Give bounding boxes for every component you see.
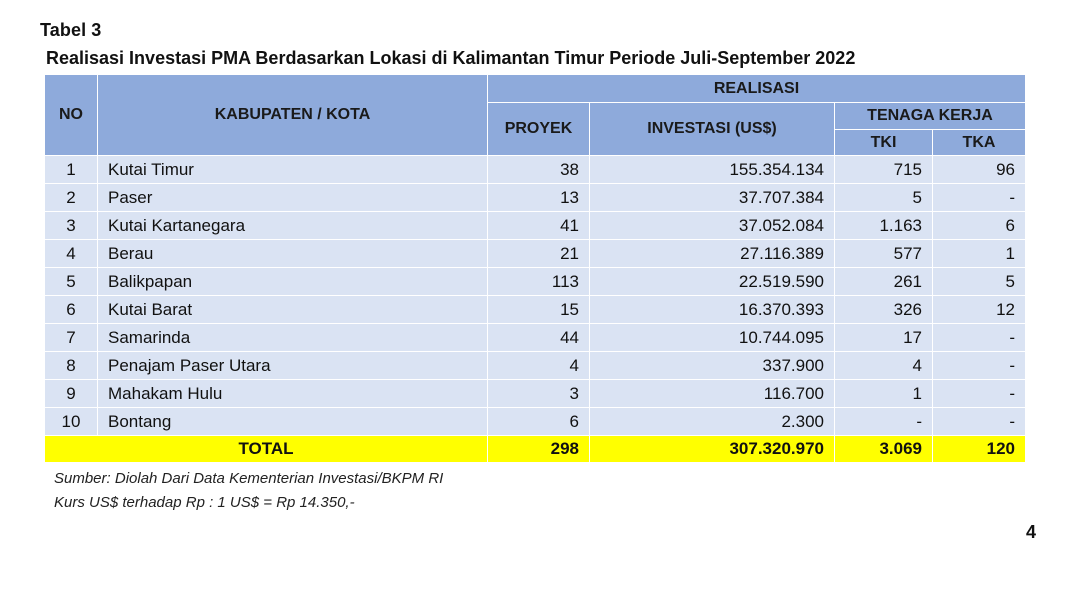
cell-tki: -: [834, 407, 933, 436]
cell-tki: 1: [834, 379, 933, 408]
cell-tka: -: [932, 351, 1026, 380]
table-row: 8 Penajam Paser Utara 4 337.900 4-: [44, 351, 1026, 380]
table-row: 3 Kutai Kartanegara 41 37.052.084 1.163 6: [44, 211, 1026, 240]
cell-region: Kutai Barat: [97, 295, 488, 324]
header-realisasi: REALISASI: [487, 74, 1026, 103]
cell-tka: 6: [932, 211, 1026, 240]
header-proyek: PROYEK: [487, 102, 590, 156]
cell-proyek: 6: [487, 407, 590, 436]
total-proyek: 298: [487, 435, 590, 463]
table-row: 10 Bontang 6 2.300- -: [44, 407, 1026, 436]
table-row: 1 Kutai Timur 38 155.354.134 715 96: [44, 155, 1026, 184]
cell-tka: -: [932, 323, 1026, 352]
cell-tki: 5: [834, 183, 933, 212]
cell-region: Paser: [97, 183, 488, 212]
table-row: 2 Paser 13 37.707.384 5-: [44, 183, 1026, 212]
cell-region: Balikpapan: [97, 267, 488, 296]
cell-investasi: 16.370.393: [589, 295, 835, 324]
total-label: TOTAL: [44, 435, 488, 463]
cell-tki: 577: [834, 239, 933, 268]
cell-investasi: 337.900: [589, 351, 835, 380]
cell-no: 6: [44, 295, 98, 324]
cell-region: Kutai Timur: [97, 155, 488, 184]
cell-region: Samarinda: [97, 323, 488, 352]
cell-investasi: 116.700: [589, 379, 835, 408]
cell-tka: 96: [932, 155, 1026, 184]
cell-region: Berau: [97, 239, 488, 268]
header-investasi: INVESTASI (US$): [589, 102, 835, 156]
table-header: NO KABUPATEN / KOTA REALISASI PROYEK INV…: [44, 74, 1026, 156]
cell-no: 2: [44, 183, 98, 212]
cell-tki: 715: [834, 155, 933, 184]
cell-tki: 326: [834, 295, 933, 324]
header-tka: TKA: [932, 129, 1026, 156]
cell-proyek: 15: [487, 295, 590, 324]
cell-proyek: 21: [487, 239, 590, 268]
cell-proyek: 41: [487, 211, 590, 240]
cell-investasi: 155.354.134: [589, 155, 835, 184]
header-region: KABUPATEN / KOTA: [97, 74, 488, 156]
cell-proyek: 38: [487, 155, 590, 184]
table-row: 7 Samarinda 44 10.744.095 17-: [44, 323, 1026, 352]
header-tenaga-kerja: TENAGA KERJA: [834, 102, 1026, 130]
cell-region: Penajam Paser Utara: [97, 351, 488, 380]
header-no: NO: [44, 74, 98, 156]
cell-investasi: 27.116.389: [589, 239, 835, 268]
table-row: 9 Mahakam Hulu 3 116.700 1-: [44, 379, 1026, 408]
cell-tka: 12: [932, 295, 1026, 324]
cell-investasi: 22.519.590: [589, 267, 835, 296]
cell-investasi: 37.052.084: [589, 211, 835, 240]
cell-no: 1: [44, 155, 98, 184]
cell-proyek: 3: [487, 379, 590, 408]
source-note: Sumber: Diolah Dari Data Kementerian Inv…: [54, 470, 444, 487]
total-tka: 120: [932, 435, 1026, 463]
page-number: 4: [1026, 522, 1037, 542]
table-total-row: TOTAL 298 307.320.970 3.069 120: [44, 435, 1026, 463]
table-row: 4 Berau 21 27.116.389 577 1: [44, 239, 1026, 268]
cell-region: Kutai Kartanegara: [97, 211, 488, 240]
table-body: 1 Kutai Timur 38 155.354.134 715 96 2 Paser 13 37…: [44, 155, 1026, 436]
cell-proyek: 113: [487, 267, 590, 296]
cell-investasi: 2.300: [589, 407, 835, 436]
cell-tki: 1.163: [834, 211, 933, 240]
cell-no: 10: [44, 407, 98, 436]
cell-tki: 4: [834, 351, 933, 380]
table-row: 6 Kutai Barat 15 16.370.393 326 12: [44, 295, 1026, 324]
cell-proyek: 4: [487, 351, 590, 380]
cell-investasi: 10.744.095: [589, 323, 835, 352]
cell-no: 4: [44, 239, 98, 268]
cell-tki: 261: [834, 267, 933, 296]
cell-no: 7: [44, 323, 98, 352]
cell-region: Bontang: [97, 407, 488, 436]
cell-investasi: 37.707.384: [589, 183, 835, 212]
cell-tka: -: [932, 407, 1026, 436]
total-tki: 3.069: [834, 435, 933, 463]
cell-no: 5: [44, 267, 98, 296]
cell-proyek: 13: [487, 183, 590, 212]
table-row: 5 Balikpapan 113 22.519.590 261 5: [44, 267, 1026, 296]
cell-no: 8: [44, 351, 98, 380]
cell-no: 3: [44, 211, 98, 240]
cell-region: Mahakam Hulu: [97, 379, 488, 408]
table-label: Tabel 3: [40, 20, 102, 40]
cell-tka: 1: [932, 239, 1026, 268]
exchange-rate-note: Kurs US$ terhadap Rp : 1 US$ = Rp 14.350…: [54, 494, 355, 511]
cell-tka: -: [932, 379, 1026, 408]
total-investasi: 307.320.970: [589, 435, 835, 463]
cell-tki: 17: [834, 323, 933, 352]
cell-no: 9: [44, 379, 98, 408]
cell-tka: -: [932, 183, 1026, 212]
table-title: Realisasi Investasi PMA Berdasarkan Loka…: [46, 48, 856, 68]
cell-tka: 5: [932, 267, 1026, 296]
cell-proyek: 44: [487, 323, 590, 352]
investment-table: NO KABUPATEN / KOTA REALISASI PROYEK INV…: [44, 74, 1026, 463]
header-tki: TKI: [834, 129, 933, 156]
